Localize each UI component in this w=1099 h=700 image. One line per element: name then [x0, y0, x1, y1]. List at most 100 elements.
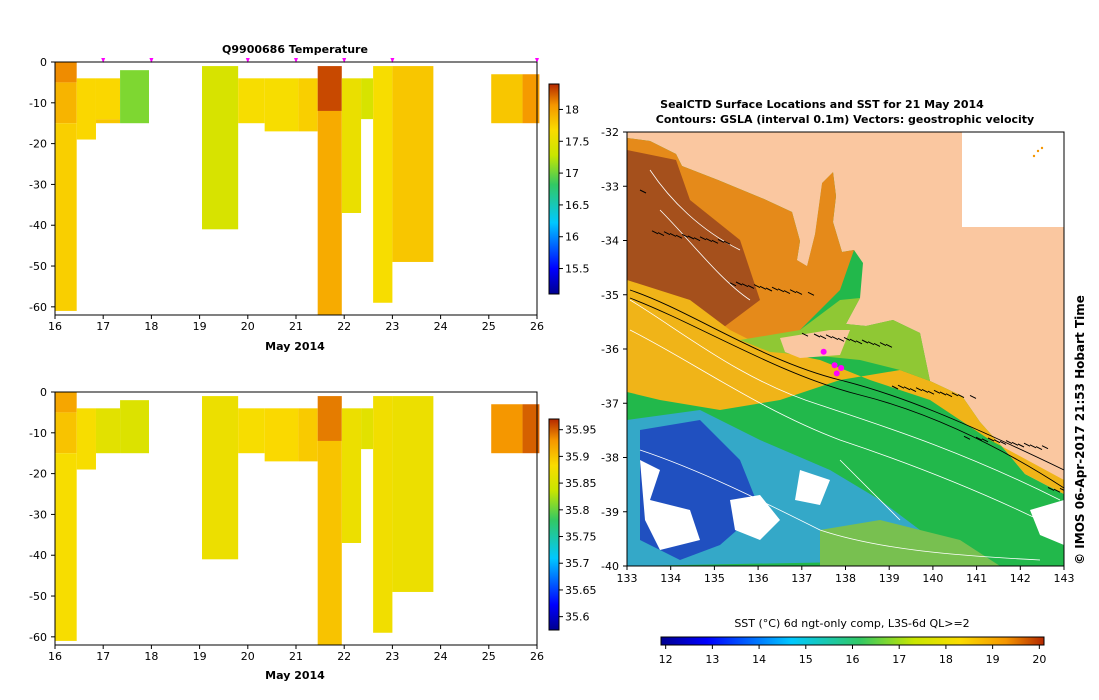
temperature-x-ticks: 16 17 18 19 20 21 22 23 24 25 26	[48, 315, 544, 333]
profile-cell	[522, 74, 540, 124]
velocity-vector	[705, 238, 713, 243]
latitude-tick: -37	[601, 397, 619, 410]
velocity-vector	[915, 387, 923, 392]
velocity-vector	[987, 437, 995, 442]
temperature-x-axis-label: May 2014	[265, 340, 325, 353]
velocity-vector	[969, 394, 977, 399]
x-tick-label: 18	[144, 320, 158, 333]
velocity-vector	[1047, 486, 1055, 491]
velocity-vector	[945, 393, 953, 398]
velocity-vector	[777, 288, 785, 293]
x-tick-label: 22	[337, 650, 351, 663]
x-tick-label: 24	[434, 320, 448, 333]
x-tick-label: 26	[530, 320, 544, 333]
y-tick-label: -10	[29, 97, 47, 110]
salinity-colorbar	[548, 418, 560, 631]
salinity-y-ticks: 0 -10 -20 -30 -40 -50 -60	[29, 386, 55, 644]
station-marker	[390, 58, 395, 63]
temperature-profiles	[55, 62, 540, 315]
colorbar-tick-label: 16	[846, 653, 860, 666]
salinity-colorbar-ticks: 35.6 35.65 35.7 35.75 35.8 35.85 35.9 35…	[559, 424, 597, 624]
velocity-vector	[651, 230, 659, 235]
colorbar-tick-label: 17.5	[565, 135, 590, 148]
velocity-vector	[867, 341, 875, 346]
y-tick-label: -60	[29, 631, 47, 644]
velocity-vector	[1029, 444, 1037, 449]
profile-cell	[361, 408, 374, 450]
profile-cell	[55, 392, 77, 413]
yorke-peninsula	[797, 168, 833, 266]
x-tick-label: 17	[96, 650, 110, 663]
y-tick-label: -20	[29, 138, 47, 151]
velocity-vector	[657, 232, 665, 237]
velocity-vector	[849, 338, 857, 343]
profile-cell	[373, 66, 393, 303]
map-y-ticks: -32 -33 -34 -35 -36 -37 -38 -39 -40	[601, 126, 627, 573]
profile-cell	[522, 404, 540, 454]
orange-dot	[1036, 149, 1040, 153]
velocity-vector	[1041, 445, 1049, 450]
x-tick-label: 16	[48, 320, 62, 333]
colorbar-tick-label: 14	[752, 653, 766, 666]
map-x-ticks: 133 134 135 136 137 138 139 140 141 142 …	[617, 566, 1075, 585]
station-marker	[149, 58, 154, 63]
colorbar-tick-label: 15.5	[565, 263, 590, 276]
x-tick-label: 25	[482, 320, 496, 333]
latitude-tick: -36	[601, 343, 619, 356]
contour-line	[629, 329, 1061, 531]
profile-cell	[55, 412, 77, 454]
profile-cell	[317, 396, 342, 441]
velocity-vector	[795, 290, 803, 295]
velocity-vector	[717, 238, 725, 243]
x-tick-label: 16	[48, 650, 62, 663]
velocity-vector	[933, 389, 941, 394]
y-tick-label: -20	[29, 468, 47, 481]
velocity-vector	[639, 189, 647, 194]
imos-credit: © IMOS 06-Apr-2017 21:53 Hobart Time	[1073, 295, 1087, 565]
profile-cell	[264, 78, 299, 132]
colorbar-tick-label: 15	[799, 653, 813, 666]
profile-cell	[392, 396, 434, 592]
colorbar-tick-label: 35.95	[565, 424, 597, 437]
profile-cell	[120, 400, 149, 454]
profile-cell	[55, 62, 77, 83]
station-marker	[245, 58, 250, 63]
velocity-vector	[735, 281, 743, 286]
map-area	[627, 132, 1064, 566]
profile-cell	[341, 408, 362, 543]
sst-field	[627, 138, 1064, 566]
velocity-vector	[951, 392, 959, 397]
station-marker	[101, 58, 106, 63]
orange-dot	[1032, 154, 1036, 158]
colorbar-tick-label: 18	[939, 653, 953, 666]
velocity-vector	[897, 384, 905, 389]
latitude-tick: -34	[601, 235, 619, 248]
profile-cell	[202, 66, 239, 230]
velocity-vector	[771, 286, 779, 291]
latitude-tick: -40	[601, 560, 619, 573]
velocity-vector	[1005, 440, 1013, 445]
profile-cell	[317, 440, 342, 645]
profile-cell	[95, 119, 121, 124]
velocity-vector	[879, 342, 887, 347]
cloud-gap	[795, 470, 830, 505]
seal-position	[831, 362, 838, 369]
sst-colorbar	[660, 636, 1045, 646]
seal-position	[838, 364, 845, 371]
y-tick-label: -30	[29, 508, 47, 521]
colorbar-tick-label: 12	[659, 653, 673, 666]
contour-line	[639, 449, 1041, 561]
isobath-line	[629, 289, 1064, 471]
x-tick-label: 19	[193, 650, 207, 663]
temperature-colorbar	[548, 83, 560, 295]
longitude-tick: 135	[704, 572, 725, 585]
velocity-vector	[837, 337, 845, 342]
x-tick-label: 23	[385, 650, 399, 663]
velocity-vector	[693, 237, 701, 242]
velocity-vector	[1035, 446, 1043, 451]
velocity-vector	[759, 285, 767, 290]
colorbar-tick-label: 13	[705, 653, 719, 666]
profile-cell	[491, 404, 523, 454]
latitude-tick: -39	[601, 506, 619, 519]
station-marker	[294, 58, 298, 63]
